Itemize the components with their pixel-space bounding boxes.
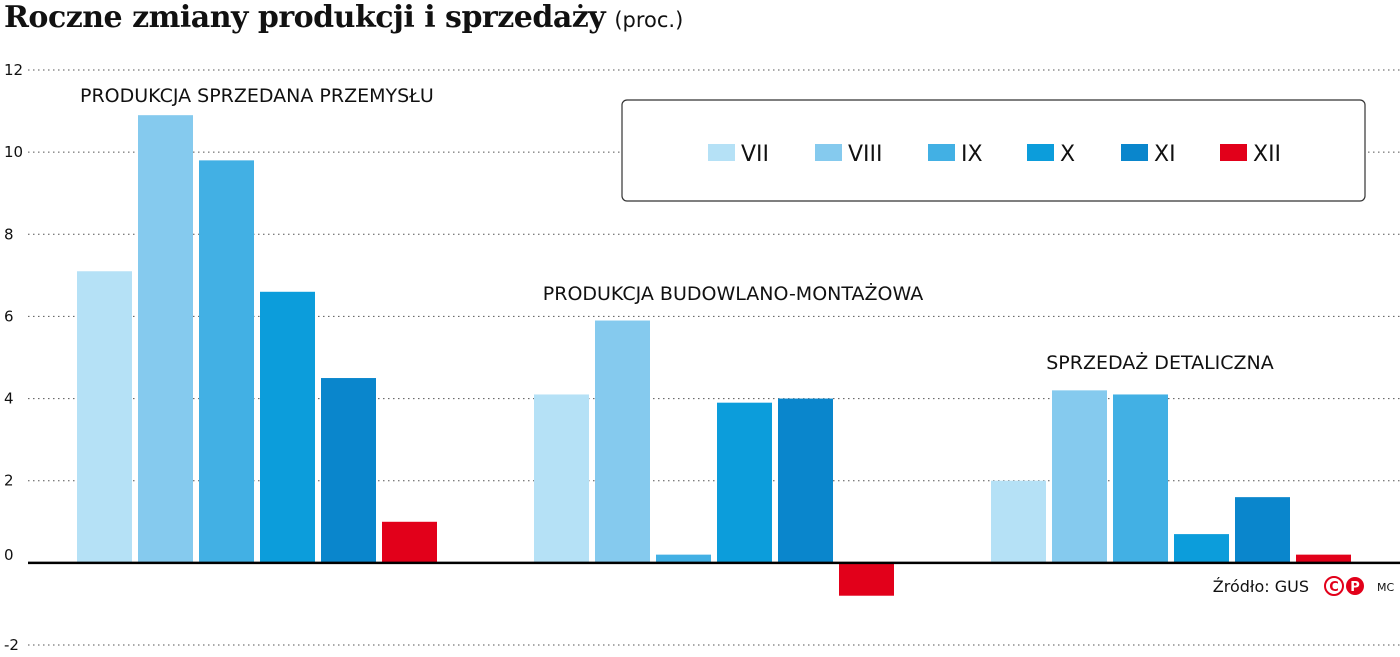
legend-label-viii: VIII <box>848 142 883 167</box>
category-label: PRODUKCJA SPRZEDANA PRZEMYSŁU <box>80 85 434 107</box>
bar-vii <box>534 394 589 563</box>
bar-xi <box>778 398 833 563</box>
y-tick-label: 6 <box>4 307 14 325</box>
legend-items: VII VIII IX X XI XII <box>708 142 1281 167</box>
bar-x <box>717 402 772 563</box>
legend-label-vii: VII <box>741 142 769 167</box>
legend-swatch-xi <box>1121 144 1148 161</box>
bar-xi <box>1235 497 1290 563</box>
logo-c-circle <box>1324 576 1344 596</box>
bar-x <box>260 291 315 563</box>
legend-swatch-x <box>1027 144 1054 161</box>
bar-ix <box>656 554 711 563</box>
bar-x <box>1174 534 1229 563</box>
legend-swatch-viii <box>815 144 842 161</box>
bar-vii <box>991 480 1046 563</box>
bar-xii <box>382 521 437 563</box>
category-label: SPRZEDAŻ DETALICZNA <box>1046 351 1274 374</box>
legend-label-xi: XI <box>1154 142 1176 167</box>
author-initials: MC <box>1377 581 1394 594</box>
chart-title-unit: (proc.) <box>614 8 684 32</box>
bar-ix <box>1113 394 1168 563</box>
legend: VII VIII IX X XI XII <box>621 99 1366 202</box>
bar-vii <box>77 271 132 563</box>
legend-swatch-ix <box>928 144 955 161</box>
y-axis-ticks: 12 10 8 6 4 2 0 -2 <box>4 61 23 654</box>
y-tick-label: 2 <box>4 472 14 490</box>
legend-box <box>621 99 1366 202</box>
y-tick-label: 8 <box>4 225 14 243</box>
legend-swatch-vii <box>708 144 735 161</box>
y-tick-label: -2 <box>4 636 19 654</box>
chart-title: Roczne zmiany produkcji i sprzedaży (pro… <box>4 0 683 35</box>
logo-p-circle <box>1346 577 1364 595</box>
bar-viii <box>1052 390 1107 563</box>
copyright-logo: C P <box>1324 576 1364 596</box>
category-labels: PRODUKCJA SPRZEDANA PRZEMYSŁU PRODUKCJA B… <box>80 85 1274 374</box>
y-tick-label: 0 <box>4 546 14 564</box>
source-note: Źródło: GUS C P MC <box>1213 576 1394 596</box>
y-tick-label: 12 <box>4 61 23 79</box>
source-text: Źródło: GUS <box>1213 577 1309 596</box>
logo-c-letter: C <box>1329 580 1339 595</box>
bar-xii <box>1296 554 1351 563</box>
legend-label-xii: XII <box>1253 142 1281 167</box>
legend-swatch-xii <box>1220 144 1247 161</box>
bar-viii <box>595 320 650 563</box>
legend-label-x: X <box>1060 142 1075 167</box>
category-label: PRODUKCJA BUDOWLANO-MONTAŻOWA <box>543 282 923 305</box>
legend-label-ix: IX <box>961 142 983 167</box>
bars <box>77 115 1351 596</box>
chart-title-text: Roczne zmiany produkcji i sprzedaży <box>4 0 606 35</box>
logo-p-letter: P <box>1350 580 1360 595</box>
y-tick-label: 4 <box>4 390 14 408</box>
bar-xi <box>321 378 376 563</box>
bar-xii <box>839 562 894 596</box>
bar-viii <box>138 115 193 563</box>
y-tick-label: 10 <box>4 143 23 161</box>
bar-ix <box>199 160 254 563</box>
